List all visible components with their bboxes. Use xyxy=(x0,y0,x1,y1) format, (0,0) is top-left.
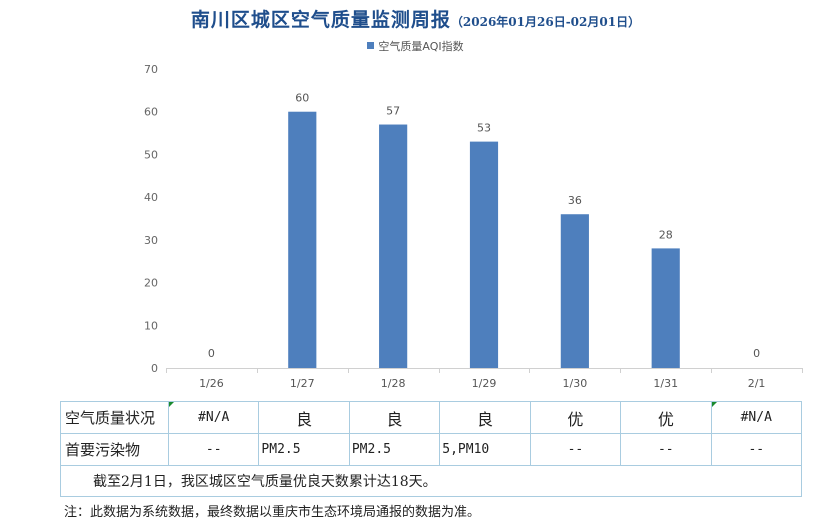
quality-cell: 良 xyxy=(348,401,441,434)
quality-cell: 良 xyxy=(258,401,350,434)
data-label: 36 xyxy=(568,194,582,207)
bar-chart: 0 10 20 30 40 50 60 70 0 1/26 60 1/27 57 1/28 53 1/29 36… xyxy=(144,63,803,390)
pollutant-cell: 5,PM10 xyxy=(439,433,531,466)
quality-row: 空气质量状况 #N/A 良 良 良 优 优 #N/A xyxy=(60,401,803,434)
bar xyxy=(560,214,589,368)
x-tick-label: 1/26 xyxy=(199,377,224,390)
legend-label: 空气质量AQI指数 xyxy=(378,40,464,53)
pollutant-row: 首要污染物 -- PM2.5 PM2.5 5,PM10 -- -- -- xyxy=(60,433,803,466)
legend-swatch xyxy=(367,42,375,49)
data-label: 57 xyxy=(386,105,400,118)
quality-cell: 良 xyxy=(439,401,531,434)
row-label-pollutant: 首要污染物 xyxy=(60,433,169,466)
x-tick-label: 1/28 xyxy=(381,377,406,390)
data-label: 0 xyxy=(753,347,760,360)
y-tick-label: 0 xyxy=(151,362,158,375)
quality-cell: #N/A xyxy=(710,401,803,434)
y-tick-label: 60 xyxy=(144,106,158,119)
data-label: 28 xyxy=(659,228,673,241)
x-tick-label: 1/30 xyxy=(563,377,588,390)
y-tick-label: 10 xyxy=(144,319,158,332)
y-tick-label: 20 xyxy=(144,277,158,290)
chart-legend: 空气质量AQI指数 xyxy=(0,38,831,54)
date-range: （2026年01月26日-02月01日） xyxy=(450,15,641,29)
summary-row: 截至2月1日，我区城区空气质量优良天数累计达18天。 xyxy=(60,465,802,497)
bar xyxy=(379,124,408,369)
bar xyxy=(288,111,317,368)
y-tick-label: 70 xyxy=(144,63,158,76)
quality-cell: 优 xyxy=(620,401,712,434)
x-tick-label: 1/29 xyxy=(472,377,497,390)
row-label-quality: 空气质量状况 xyxy=(60,401,169,434)
x-tick-label: 1/27 xyxy=(290,377,315,390)
quality-cell: #N/A xyxy=(167,401,260,434)
data-label: 53 xyxy=(477,122,491,135)
pollutant-cell: -- xyxy=(167,433,260,466)
chart-title: 南川区城区空气质量监测周报（2026年01月26日-02月01日） xyxy=(0,5,831,32)
quality-cell: 优 xyxy=(529,401,622,434)
y-tick-label: 30 xyxy=(144,234,158,247)
pollutant-cell: -- xyxy=(710,433,803,466)
bar xyxy=(469,141,499,368)
page-title: 南川区城区空气质量监测周报 xyxy=(190,9,451,31)
x-tick-label: 2/1 xyxy=(748,377,766,390)
air-quality-table: 空气质量状况 #N/A 良 良 良 优 优 #N/A 首要污染物 -- PM2.… xyxy=(60,401,803,497)
pollutant-cell: -- xyxy=(529,433,622,466)
summary-text: 截至2月1日，我区城区空气质量优良天数累计达18天。 xyxy=(60,465,802,497)
bar xyxy=(651,248,680,368)
data-label: 60 xyxy=(295,92,309,105)
pollutant-cell: PM2.5 xyxy=(348,433,441,466)
y-tick-label: 40 xyxy=(144,191,158,204)
pollutant-cell: -- xyxy=(620,433,712,466)
x-tick-label: 1/31 xyxy=(653,377,678,390)
footnote: 注：此数据为系统数据，最终数据以重庆市生态环境局通报的数据为准。 xyxy=(64,505,481,520)
pollutant-cell: PM2.5 xyxy=(258,433,350,466)
y-tick-label: 50 xyxy=(144,148,158,161)
data-label: 0 xyxy=(208,347,215,360)
